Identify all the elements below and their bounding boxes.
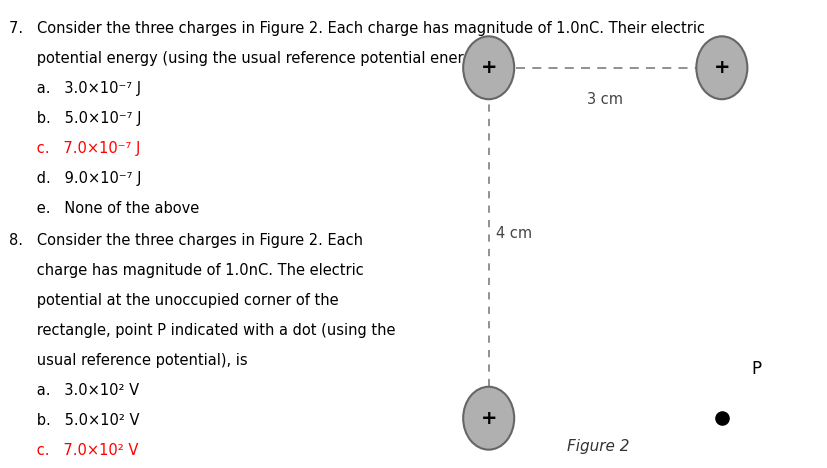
Text: charge has magnitude of 1.0nC. The electric: charge has magnitude of 1.0nC. The elect… (9, 263, 364, 278)
Text: 4 cm: 4 cm (495, 227, 532, 241)
Text: c.   7.0×10² V: c. 7.0×10² V (9, 443, 139, 458)
Circle shape (696, 37, 747, 99)
Text: d.   9.0×10⁻⁷ J: d. 9.0×10⁻⁷ J (9, 171, 141, 186)
Circle shape (462, 37, 514, 99)
Text: a.   3.0×10⁻⁷ J: a. 3.0×10⁻⁷ J (9, 81, 141, 96)
Text: b.   5.0×10⁻⁷ J: b. 5.0×10⁻⁷ J (9, 111, 141, 126)
Text: a.   3.0×10² V: a. 3.0×10² V (9, 383, 139, 398)
Text: 3 cm: 3 cm (586, 92, 623, 107)
Text: P: P (750, 360, 760, 378)
Text: +: + (713, 58, 729, 77)
Text: c.   7.0×10⁻⁷ J: c. 7.0×10⁻⁷ J (9, 141, 141, 156)
Text: 7.   Consider the three charges in Figure 2. Each charge has magnitude of 1.0nC.: 7. Consider the three charges in Figure … (9, 21, 705, 36)
Text: +: + (480, 409, 496, 428)
Text: usual reference potential), is: usual reference potential), is (9, 353, 247, 368)
Text: 8.   Consider the three charges in Figure 2. Each: 8. Consider the three charges in Figure … (9, 233, 363, 248)
Text: b.   5.0×10² V: b. 5.0×10² V (9, 413, 140, 428)
Text: potential at the unoccupied corner of the: potential at the unoccupied corner of th… (9, 293, 338, 308)
Text: Figure 2: Figure 2 (566, 439, 629, 454)
Text: e.   None of the above: e. None of the above (9, 201, 199, 216)
Text: +: + (480, 58, 496, 77)
Point (715, 415, 728, 422)
Text: rectangle, point P indicated with a dot (using the: rectangle, point P indicated with a dot … (9, 323, 395, 338)
Circle shape (462, 387, 514, 450)
Text: potential energy (using the usual reference potential energy) is: potential energy (using the usual refere… (9, 51, 503, 66)
